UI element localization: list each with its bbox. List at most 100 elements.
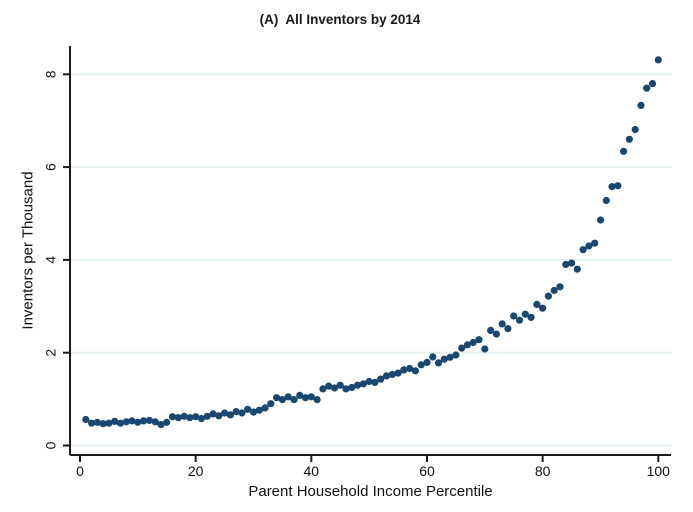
data-point [128, 417, 136, 425]
x-tick-label: 0 [76, 463, 84, 479]
data-point [88, 419, 96, 427]
data-point [544, 292, 553, 300]
data-point [440, 355, 448, 363]
y-tick-label: 4 [43, 256, 59, 264]
y-axis-title: Inventors per Thousand [19, 171, 37, 330]
data-point [359, 380, 367, 388]
data-point [226, 411, 234, 419]
data-point [261, 404, 269, 412]
data-point [527, 313, 535, 321]
data-point [197, 415, 205, 423]
data-point [307, 393, 315, 401]
x-axis-title: Parent Household Income Percentile [248, 483, 493, 500]
y-tick-label: 0 [43, 441, 59, 449]
data-point [238, 409, 246, 417]
data-point [492, 330, 500, 338]
data-point [625, 135, 634, 143]
data-point [533, 300, 541, 308]
data-point [255, 406, 263, 414]
data-point [388, 370, 396, 379]
data-point [620, 147, 628, 155]
data-point [573, 265, 581, 273]
data-point [301, 394, 310, 402]
data-point [434, 359, 443, 367]
data-point [151, 418, 159, 426]
data-point [192, 413, 200, 421]
data-point [267, 400, 275, 408]
data-point [556, 283, 564, 291]
data-point [145, 416, 153, 424]
data-point [550, 286, 558, 295]
data-point [163, 418, 171, 426]
data-point [365, 377, 373, 386]
data-point [168, 413, 177, 421]
data-point [429, 353, 437, 361]
data-point [394, 369, 402, 377]
data-point [342, 385, 350, 393]
data-point [504, 325, 512, 333]
data-point [614, 182, 622, 190]
data-point [105, 419, 113, 427]
data-point [290, 396, 298, 404]
data-point [423, 358, 431, 366]
data-point [348, 383, 356, 392]
x-tick-label: 20 [188, 463, 204, 479]
data-point [116, 419, 125, 427]
data-point [180, 412, 188, 420]
data-point [273, 394, 281, 402]
data-point [99, 420, 107, 428]
data-point [637, 101, 645, 109]
data-point [654, 56, 662, 64]
data-point [643, 84, 651, 92]
data-point [446, 353, 454, 361]
data-point [186, 414, 194, 422]
data-point [411, 367, 419, 375]
data-point [475, 336, 483, 344]
data-point [510, 312, 518, 320]
data-point [458, 344, 466, 352]
data-point [648, 80, 657, 88]
data-point [215, 412, 223, 420]
data-point [463, 341, 472, 349]
x-tick-label: 40 [304, 463, 320, 479]
data-point [232, 408, 240, 416]
data-point [157, 421, 165, 429]
data-point [377, 375, 385, 383]
data-point [122, 418, 130, 426]
data-point [498, 320, 506, 328]
data-point [469, 338, 477, 347]
data-point [209, 410, 217, 418]
data-point [284, 393, 292, 401]
data-point [354, 381, 362, 389]
data-point [278, 396, 286, 404]
data-point [93, 418, 101, 426]
data-point [487, 326, 495, 334]
data-point [406, 364, 414, 373]
data-point [585, 242, 593, 250]
x-tick-label: 60 [419, 463, 435, 479]
data-point [591, 239, 599, 247]
data-point [336, 381, 344, 389]
data-point [249, 408, 258, 416]
data-point [140, 417, 148, 425]
data-point [400, 366, 408, 374]
data-point [481, 345, 489, 353]
data-point [330, 384, 339, 392]
data-point [313, 396, 321, 404]
y-tick-label: 6 [43, 163, 59, 171]
data-point [296, 391, 304, 399]
data-point [417, 361, 425, 369]
data-point [631, 125, 639, 134]
data-point [221, 409, 229, 417]
data-point [134, 418, 142, 426]
data-point [515, 316, 524, 324]
data-point [608, 183, 616, 191]
data-point [452, 351, 460, 359]
y-tick-label: 8 [43, 70, 59, 78]
data-point [111, 417, 119, 425]
data-point [244, 405, 252, 413]
data-point [521, 310, 529, 318]
data-point [539, 304, 547, 312]
